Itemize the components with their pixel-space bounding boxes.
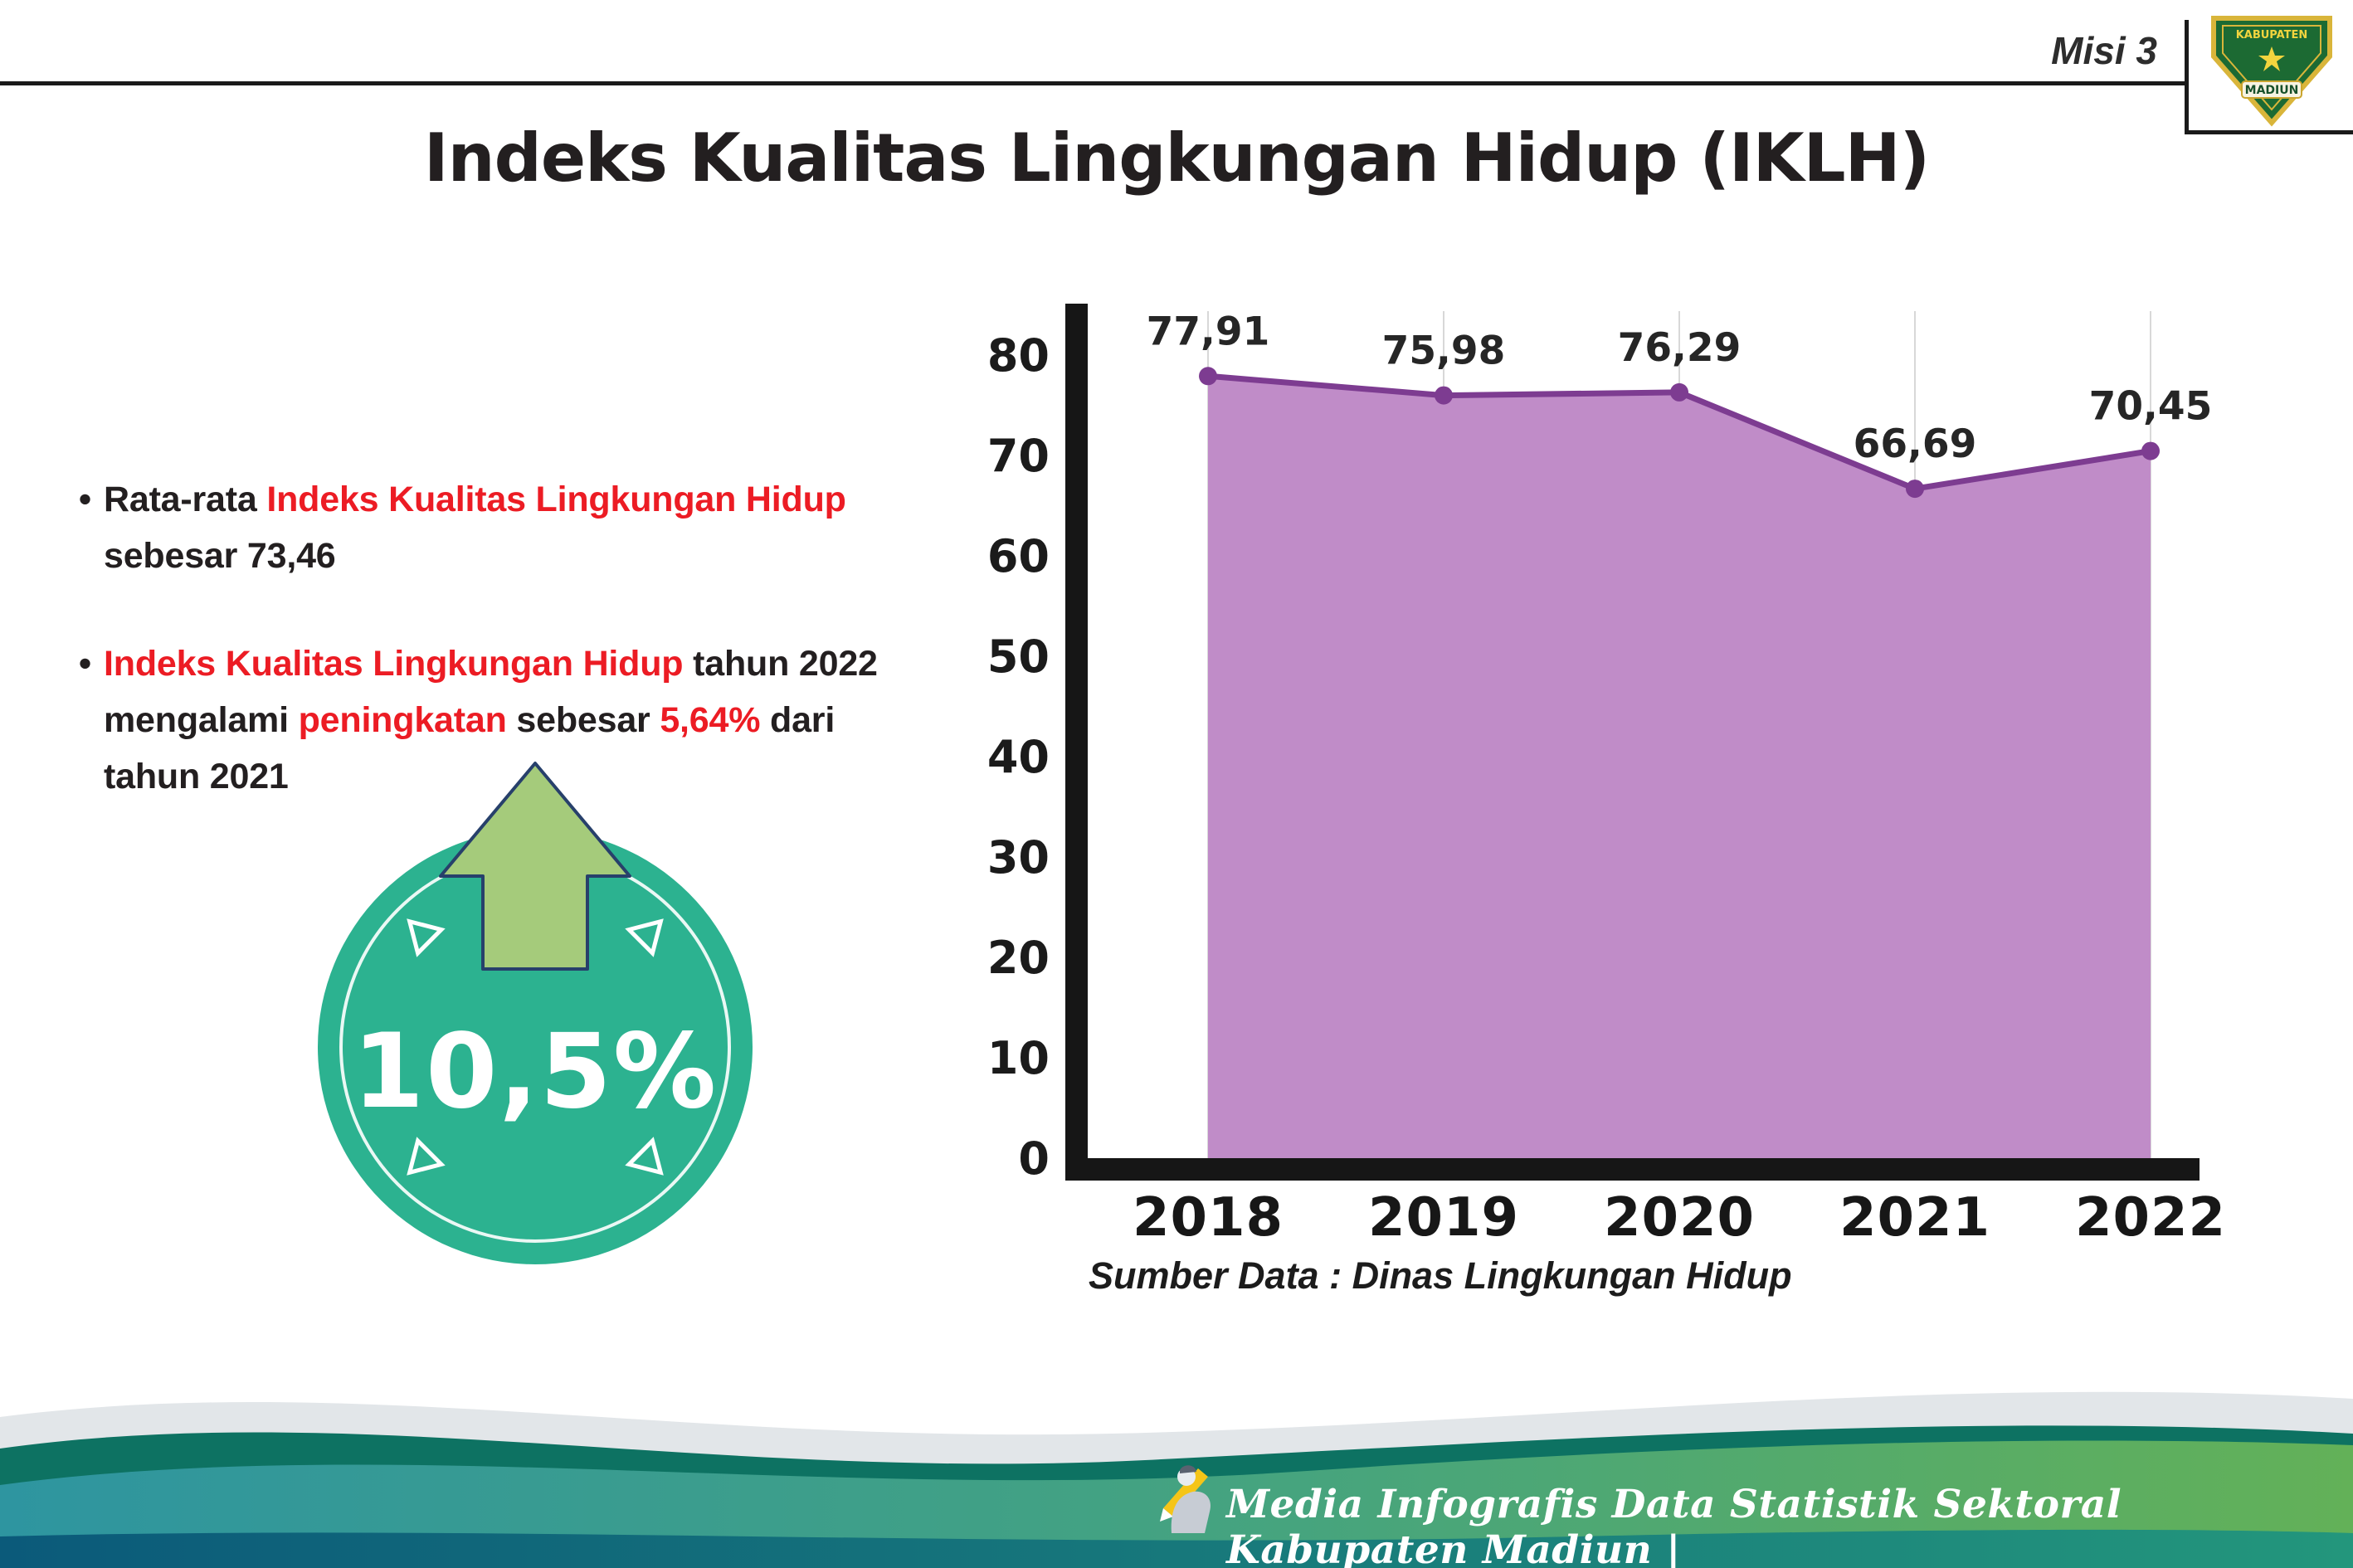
bullet-marker: • [79, 644, 91, 684]
x-tick-label: 2021 [1839, 1187, 1990, 1249]
y-tick-label: 30 [987, 831, 1050, 884]
bullet-item: • Rata-rata Indeks Kualitas Lingkungan Hi… [79, 471, 975, 584]
bullet-text-segment: Indeks Kualitas Lingkungan Hidup [266, 480, 846, 519]
chart-source-note: Sumber Data : Dinas Lingkungan Hidup [1089, 1254, 1792, 1297]
data-point-label: 66,69 [1854, 421, 1977, 467]
increase-badge: 10,5% [318, 762, 753, 1264]
bullet-text-segment: dari [760, 700, 835, 740]
bullet-line: Indeks Kualitas Lingkungan Hidup tahun 2… [104, 635, 975, 692]
x-tick-label: 2022 [2075, 1187, 2226, 1249]
bullet-text-segment: 5,64% [660, 700, 761, 740]
bullet-item: • Indeks Kualitas Lingkungan Hidup tahun … [79, 635, 975, 805]
badge-percentage-value: 10,5% [353, 1012, 718, 1132]
bullet-text-segment: mengalami [104, 700, 299, 740]
bullet-line: Rata-rata Indeks Kualitas Lingkungan Hid… [104, 471, 975, 528]
badge-tick-triangles [407, 918, 664, 1176]
y-tick-label: 10 [987, 1032, 1050, 1084]
data-point [1906, 480, 1924, 499]
y-tick-label: 70 [987, 430, 1050, 482]
y-tick-label: 60 [987, 530, 1050, 582]
y-tick-label: 80 [987, 329, 1050, 382]
data-point-label: 77,91 [1147, 309, 1270, 354]
bullet-text-segment: tahun 2021 [104, 757, 289, 796]
crest-top-text: KABUPATEN [2236, 29, 2308, 41]
x-axis-bar [1065, 1158, 2200, 1181]
bullet-text-segment: sebesar 73,46 [104, 536, 336, 576]
data-point-label: 70,45 [2089, 384, 2213, 430]
bullet-list: • Rata-rata Indeks Kualitas Lingkungan Hi… [79, 471, 975, 805]
y-axis-bar [1065, 304, 1088, 1181]
bullet-text-segment: Indeks Kualitas Lingkungan Hidup [104, 644, 684, 684]
footer-wave-bottom-strip [0, 1529, 2353, 1568]
bullet-line: mengalami peningkatan sebesar 5,64% dari [104, 692, 975, 748]
crest-star-icon [2258, 46, 2285, 71]
logo-frame-vertical-line [2185, 20, 2189, 134]
bullet-text-segment: tahun 2022 [683, 644, 878, 684]
x-tick-label: 2020 [1604, 1187, 1755, 1249]
y-tick-label: 20 [987, 932, 1050, 984]
bullet-text-segment: Rata-rata [104, 480, 267, 519]
kabupaten-madiun-crest-icon: KABUPATEN MADIUN [2211, 16, 2332, 127]
iklh-area-chart: 77,91 75,98 76,29 66,69 70,45 0 10 20 30 40 50 60 70… [987, 304, 2226, 1249]
data-point [1199, 367, 1217, 386]
data-point-label: 76,29 [1618, 325, 1742, 371]
x-tick-label: 2018 [1133, 1187, 1284, 1249]
y-tick-label: 0 [1018, 1132, 1050, 1185]
bullet-line: sebesar 73,46 [104, 528, 975, 584]
footer-writer-logo-icon [1160, 1465, 1211, 1533]
page-title: Indeks Kualitas Lingkungan Hidup (IKLH) [423, 119, 1930, 197]
crest-bottom-text: MADIUN [2245, 84, 2299, 97]
badge-circle [318, 830, 753, 1264]
footer-caption: Media Infografis Data Statistik Sektoral… [1226, 1482, 2122, 1568]
data-point [1435, 386, 1453, 405]
logo-frame-horizontal-line [2185, 130, 2353, 134]
chart-area-fill [1208, 376, 2151, 1158]
data-point [2141, 441, 2160, 460]
x-tick-label: 2019 [1368, 1187, 1519, 1249]
data-point-label: 75,98 [1382, 329, 1506, 374]
bullet-text-segment: sebesar [506, 700, 660, 740]
bullet-text-segment: peningkatan [298, 700, 507, 740]
increase-arrow-icon [439, 762, 631, 971]
top-divider-line [0, 81, 2185, 85]
bullet-marker: • [79, 480, 91, 519]
y-tick-label: 40 [987, 731, 1050, 783]
misi-label: Misi 3 [2051, 29, 2157, 72]
y-tick-label: 50 [987, 631, 1050, 683]
bullet-line: tahun 2021 [104, 748, 975, 805]
data-point [1670, 382, 1688, 402]
